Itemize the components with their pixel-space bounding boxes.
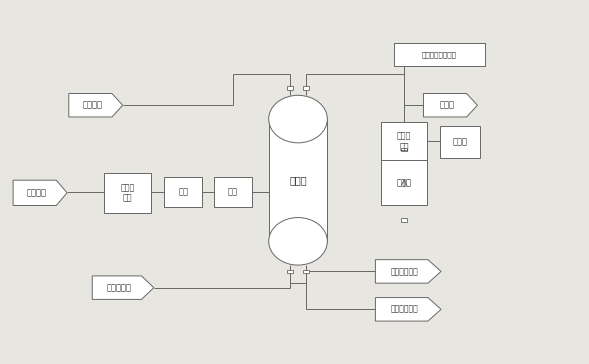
Bar [287, 86, 293, 90]
Text: 不凝汽再次被吸附: 不凝汽再次被吸附 [422, 51, 457, 58]
Bar [401, 148, 407, 151]
Text: 过滤: 过滤 [178, 187, 188, 197]
Text: 抽真空: 抽真空 [440, 101, 455, 110]
Text: 废水到废水池: 废水到废水池 [391, 305, 418, 314]
Bar [303, 270, 309, 273]
Polygon shape [375, 260, 441, 283]
Polygon shape [69, 94, 123, 117]
Bar [303, 86, 309, 90]
Bar [440, 126, 480, 158]
Text: 冷凝液
分离: 冷凝液 分离 [397, 132, 411, 151]
Bar [104, 173, 151, 213]
Bar [381, 122, 427, 160]
Bar [381, 160, 427, 206]
Polygon shape [13, 180, 67, 206]
Text: 吸附器: 吸附器 [289, 175, 307, 185]
Text: 洁净气体排空: 洁净气体排空 [391, 267, 418, 276]
Polygon shape [423, 94, 478, 117]
Ellipse shape [269, 95, 327, 143]
Polygon shape [375, 298, 441, 321]
Bar [164, 177, 203, 207]
Text: 加压或
减压: 加压或 减压 [120, 183, 134, 202]
Bar [394, 43, 485, 66]
Text: 回收罐: 回收罐 [452, 137, 467, 146]
Polygon shape [92, 276, 154, 300]
Bar [401, 218, 407, 222]
Text: 冷却: 冷却 [228, 187, 237, 197]
Bar [269, 119, 327, 241]
Text: 冷凝器: 冷凝器 [396, 178, 412, 187]
Text: 有机废气: 有机废气 [27, 188, 47, 197]
Bar [214, 177, 252, 207]
Ellipse shape [269, 218, 327, 265]
Text: 消防氮气: 消防氮气 [82, 101, 102, 110]
Text: 脱附水蒸气: 脱附水蒸气 [107, 283, 132, 292]
Bar [287, 270, 293, 273]
